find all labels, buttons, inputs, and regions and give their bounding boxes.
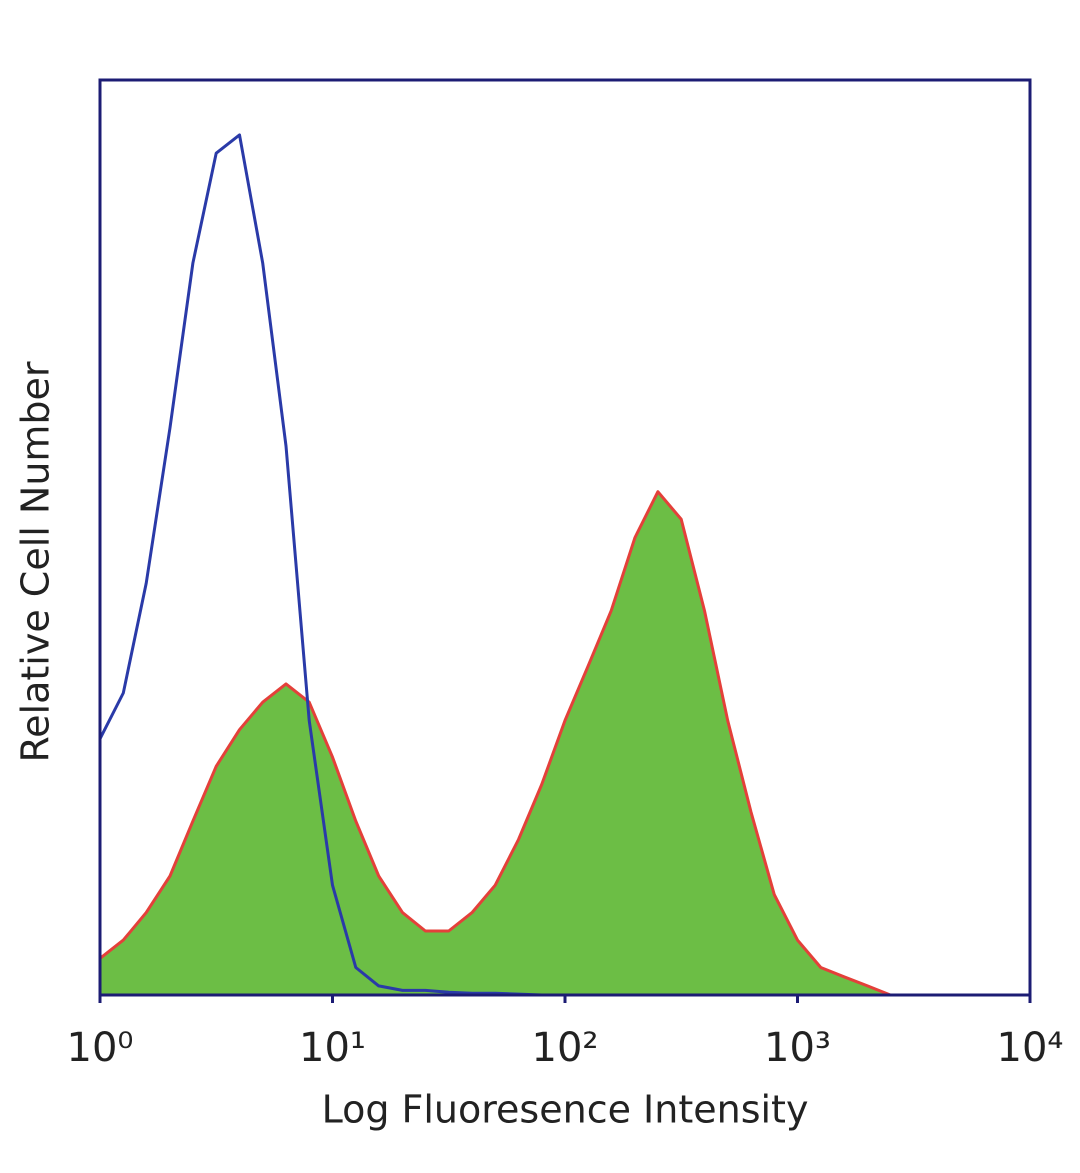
y-axis-title: Relative Cell Number (14, 361, 58, 762)
x-tick-label: 10¹ (299, 1025, 366, 1071)
x-tick-label: 10³ (764, 1025, 831, 1071)
filled-histogram (98, 490, 1032, 997)
x-axis-title: Log Fluoresence Intensity (322, 1088, 809, 1132)
x-tick-label: 10⁰ (67, 1025, 134, 1071)
x-tick-label: 10² (532, 1025, 599, 1071)
x-tick-label: 10⁴ (997, 1025, 1064, 1071)
